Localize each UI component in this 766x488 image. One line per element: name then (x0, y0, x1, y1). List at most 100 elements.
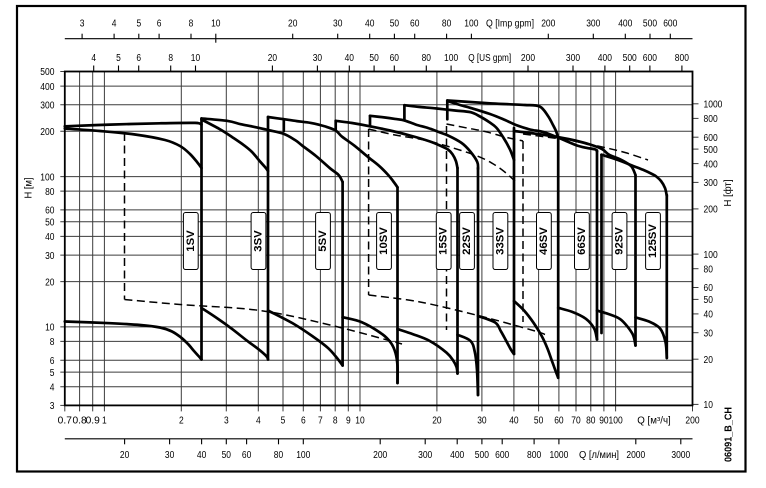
svg-text:800: 800 (675, 53, 690, 64)
svg-text:90: 90 (599, 416, 609, 427)
svg-text:10: 10 (211, 19, 221, 30)
svg-text:800: 800 (527, 450, 542, 461)
svg-text:20: 20 (268, 53, 278, 64)
svg-text:300: 300 (586, 19, 601, 30)
svg-text:10: 10 (191, 53, 201, 64)
svg-text:125SV: 125SV (647, 224, 659, 258)
svg-text:20: 20 (120, 450, 130, 461)
svg-text:400: 400 (704, 159, 719, 170)
svg-text:Q [Imp gpm]: Q [Imp gpm] (486, 19, 534, 30)
svg-text:80: 80 (586, 416, 596, 427)
svg-text:1000: 1000 (549, 450, 568, 461)
svg-text:10: 10 (45, 323, 55, 334)
svg-text:10SV: 10SV (378, 227, 390, 255)
svg-text:40: 40 (704, 310, 714, 321)
svg-text:5: 5 (50, 368, 55, 379)
svg-text:66SV: 66SV (576, 227, 588, 255)
svg-text:15SV: 15SV (438, 227, 450, 255)
svg-text:10: 10 (355, 416, 365, 427)
svg-text:30: 30 (45, 251, 55, 262)
svg-text:Q [м³/ч]: Q [м³/ч] (637, 416, 671, 427)
svg-text:3: 3 (50, 401, 55, 412)
svg-text:70: 70 (571, 416, 581, 427)
svg-text:100: 100 (444, 53, 459, 64)
svg-text:30: 30 (477, 416, 487, 427)
svg-text:Q [л/мин]: Q [л/мин] (579, 450, 619, 461)
svg-text:3000: 3000 (671, 450, 690, 461)
svg-text:50: 50 (534, 416, 544, 427)
svg-text:5: 5 (136, 19, 141, 30)
svg-text:600: 600 (704, 133, 719, 144)
svg-text:8: 8 (333, 416, 338, 427)
svg-text:400: 400 (618, 19, 633, 30)
svg-text:6: 6 (157, 19, 162, 30)
svg-text:40: 40 (509, 416, 519, 427)
svg-text:500: 500 (704, 145, 719, 156)
svg-text:300: 300 (704, 178, 719, 189)
svg-text:1000: 1000 (704, 100, 723, 111)
svg-text:400: 400 (450, 450, 465, 461)
svg-text:40: 40 (365, 19, 375, 30)
svg-text:60: 60 (242, 450, 252, 461)
svg-text:100: 100 (40, 172, 55, 183)
svg-text:6: 6 (50, 356, 55, 367)
svg-text:5SV: 5SV (317, 230, 329, 252)
svg-text:100: 100 (704, 250, 719, 261)
svg-text:200: 200 (704, 205, 719, 216)
svg-text:300: 300 (566, 53, 581, 64)
svg-text:1: 1 (102, 416, 107, 427)
svg-text:20: 20 (432, 416, 442, 427)
svg-text:8: 8 (50, 337, 55, 348)
svg-text:4: 4 (91, 53, 96, 64)
svg-text:0.7: 0.7 (58, 416, 72, 427)
svg-text:300: 300 (418, 450, 433, 461)
svg-text:100: 100 (464, 19, 479, 30)
svg-text:0.8: 0.8 (73, 416, 88, 427)
svg-text:H [м]: H [м] (24, 177, 35, 198)
svg-text:200: 200 (40, 127, 55, 138)
svg-text:3: 3 (224, 416, 229, 427)
svg-text:5: 5 (281, 416, 286, 427)
svg-text:500: 500 (623, 53, 638, 64)
svg-text:7: 7 (318, 416, 323, 427)
svg-text:30: 30 (704, 328, 714, 339)
svg-text:200: 200 (685, 416, 700, 427)
svg-text:2000: 2000 (626, 450, 645, 461)
svg-text:200: 200 (541, 19, 556, 30)
svg-text:60: 60 (45, 206, 55, 217)
svg-text:500: 500 (643, 19, 658, 30)
svg-text:8: 8 (168, 53, 173, 64)
svg-text:30: 30 (313, 53, 323, 64)
svg-text:4: 4 (256, 416, 261, 427)
svg-text:60: 60 (390, 53, 400, 64)
svg-text:50: 50 (390, 19, 400, 30)
svg-text:600: 600 (495, 450, 510, 461)
svg-text:60: 60 (704, 283, 714, 294)
svg-text:80: 80 (704, 264, 714, 275)
svg-text:30: 30 (333, 19, 343, 30)
svg-text:46SV: 46SV (538, 227, 550, 255)
svg-text:500: 500 (40, 67, 55, 78)
svg-text:400: 400 (598, 53, 613, 64)
svg-text:500: 500 (475, 450, 490, 461)
svg-text:6: 6 (301, 416, 306, 427)
svg-text:200: 200 (521, 53, 536, 64)
svg-text:Q [US gpm]: Q [US gpm] (468, 53, 511, 64)
svg-text:80: 80 (442, 19, 452, 30)
svg-text:20: 20 (704, 355, 714, 366)
svg-text:600: 600 (663, 19, 678, 30)
svg-text:600: 600 (643, 53, 658, 64)
svg-text:80: 80 (45, 187, 55, 198)
svg-text:H [фт]: H [фт] (723, 179, 734, 206)
svg-text:22SV: 22SV (461, 227, 473, 255)
svg-text:40: 40 (345, 53, 355, 64)
svg-text:5: 5 (116, 53, 121, 64)
svg-text:800: 800 (704, 114, 719, 125)
svg-text:50: 50 (704, 295, 714, 306)
svg-text:200: 200 (373, 450, 388, 461)
svg-text:2: 2 (179, 416, 184, 427)
svg-text:3SV: 3SV (253, 230, 265, 252)
svg-text:10: 10 (704, 400, 714, 411)
svg-text:100: 100 (296, 450, 311, 461)
svg-text:30: 30 (165, 450, 175, 461)
